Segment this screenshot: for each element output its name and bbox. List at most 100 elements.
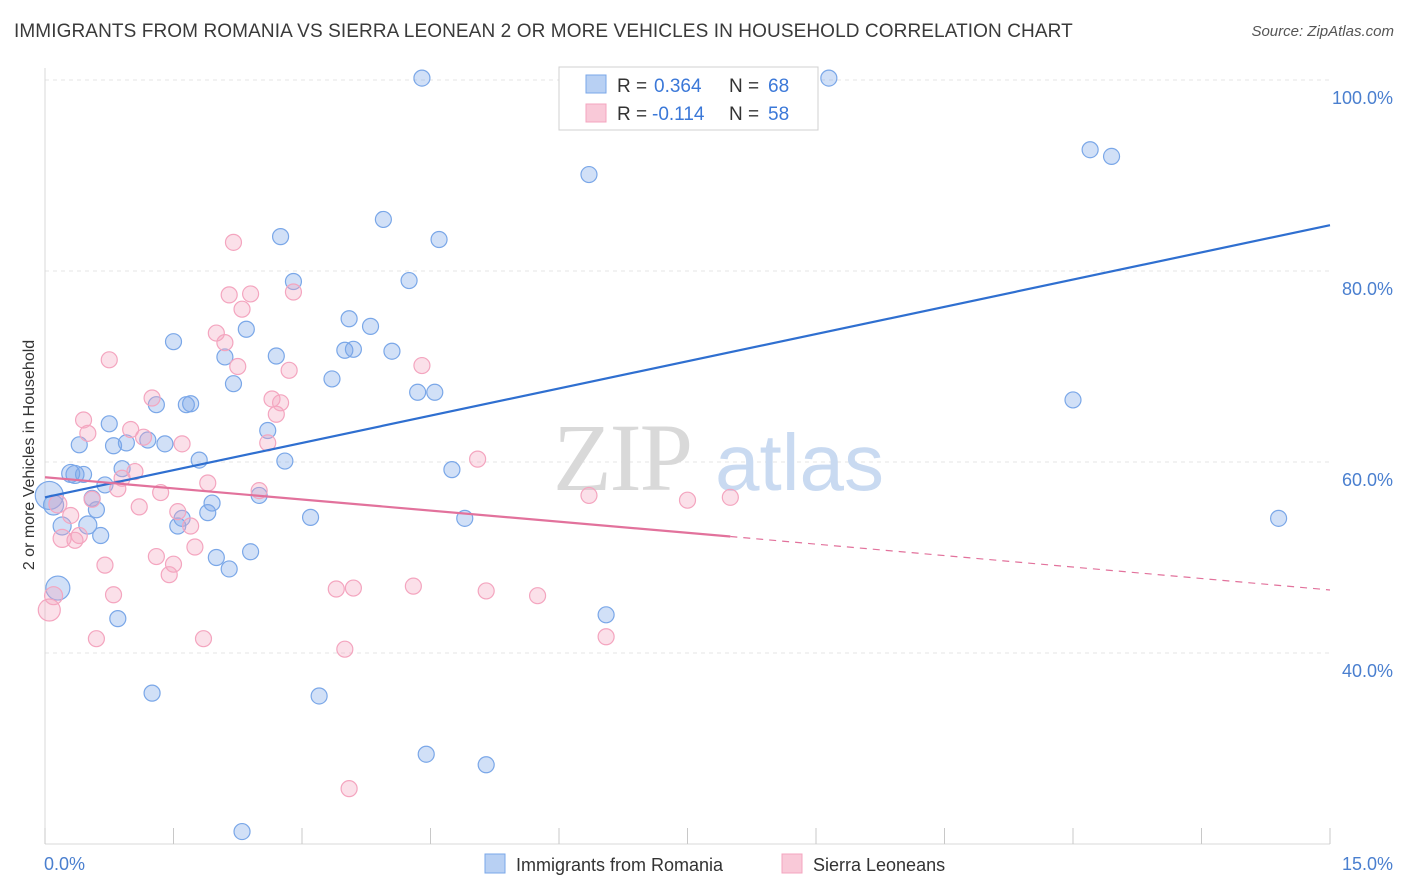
scatter-point [79, 424, 97, 442]
y-tick-label: 100.0% [1332, 88, 1393, 108]
scatter-point [52, 528, 72, 549]
scatter-point [173, 435, 191, 453]
series-layer [34, 69, 1288, 841]
scatter-point [344, 340, 362, 358]
scatter-point [340, 310, 358, 328]
scatter-point [100, 351, 118, 369]
scatter-point [597, 606, 615, 624]
scatter-point [280, 361, 298, 379]
scatter-point [164, 555, 183, 573]
x-tick-label-end: 15.0% [1342, 854, 1393, 874]
scatter-point [413, 356, 431, 375]
scatter-point [271, 228, 290, 246]
scatter-point [528, 587, 547, 605]
scatter-point [310, 687, 328, 705]
trend-line-sierra-leoneans [44, 476, 731, 538]
bottom-legend-swatch-romania [484, 853, 506, 874]
scatter-point [224, 375, 243, 393]
scatter-point [400, 271, 418, 290]
bottom-legend-swatch-sierra [781, 853, 803, 874]
scatter-point [74, 411, 93, 429]
watermark-zip: ZIP [553, 404, 691, 511]
legend-n-value-romania: 68 [768, 76, 789, 97]
scatter-point [721, 488, 739, 506]
axes [44, 68, 1331, 845]
scatter-point [469, 450, 487, 468]
watermark-atlas: atlas [715, 418, 884, 507]
scatter-point [182, 395, 200, 413]
trend-layer [44, 224, 1331, 591]
scatter-point [147, 547, 165, 566]
scatter-point [336, 341, 354, 359]
scatter-point [62, 506, 80, 525]
y-axis-label-group: 2 or more Vehicles in Household [21, 340, 38, 570]
scatter-point [126, 462, 144, 481]
scatter-point [109, 610, 127, 628]
scatter-point [43, 586, 64, 606]
series-sierra-leoneans [37, 233, 739, 798]
scatter-point [1064, 391, 1082, 409]
scatter-point [92, 526, 110, 545]
scatter-point [143, 684, 161, 702]
y-tick-label: 60.0% [1342, 470, 1393, 490]
y-axis-label: 2 or more Vehicles in Household [21, 340, 38, 570]
scatter-point [237, 320, 255, 338]
scatter-point [323, 370, 341, 388]
scatter-point [216, 348, 234, 366]
scatter-point [143, 389, 161, 407]
scatter-point [134, 428, 153, 446]
scatter-point [122, 420, 140, 439]
watermark: ZIP atlas [553, 404, 884, 511]
scatter-point [336, 640, 354, 658]
trend-line-romania [44, 224, 1331, 499]
scatter-point [207, 548, 225, 567]
scatter-point [160, 566, 178, 584]
scatter-point [383, 342, 401, 360]
scatter-point [233, 300, 251, 318]
scatter-point [301, 508, 320, 526]
bottom-legend: Immigrants from Romania Sierra Leoneans [484, 853, 945, 875]
scatter-point [117, 434, 135, 452]
scatter-point [477, 582, 495, 600]
scatter-point [104, 586, 123, 604]
scatter-point [78, 515, 98, 535]
legend-swatch-sierra [585, 103, 607, 123]
series-romania [34, 69, 1288, 841]
legend-r-value-sierra: -0.114 [652, 104, 705, 125]
scatter-point [104, 437, 123, 455]
scatter-point [340, 780, 358, 798]
tick-labels: 40.0% 60.0% 80.0% 100.0% 0.0% 15.0% [44, 88, 1393, 874]
scatter-point [87, 630, 106, 648]
scatter-point [1102, 147, 1121, 165]
bottom-legend-label-romania: Immigrants from Romania [516, 855, 724, 875]
scatter-point [100, 415, 118, 433]
scatter-point [284, 283, 303, 301]
scatter-point [374, 210, 392, 229]
scatter-point [259, 421, 277, 440]
scatter-point [186, 538, 204, 556]
legend-n-value-sierra: 58 [768, 104, 789, 125]
trend-line-extension-sierra-leoneans [730, 535, 1331, 591]
scatter-point [443, 461, 461, 479]
scatter-point [224, 233, 243, 251]
scatter-point [194, 630, 213, 648]
scatter-point [74, 465, 93, 484]
scatter-point [597, 628, 615, 646]
y-tick-label: 80.0% [1342, 279, 1393, 299]
scatter-point [96, 556, 114, 574]
scatter-point [267, 347, 285, 365]
scatter-point [220, 286, 238, 304]
scatter-point [70, 526, 88, 545]
scatter-point [1081, 141, 1099, 159]
scatter-point [164, 333, 183, 351]
scatter-point [271, 394, 290, 412]
scatter-point [477, 756, 495, 774]
scatter-point [220, 560, 238, 578]
scatter-point [361, 317, 380, 335]
scatter-point [344, 579, 362, 597]
scatter-point [242, 285, 260, 303]
scatter-point [229, 357, 247, 376]
scatter-point [130, 498, 148, 516]
scatter-point [426, 383, 444, 401]
